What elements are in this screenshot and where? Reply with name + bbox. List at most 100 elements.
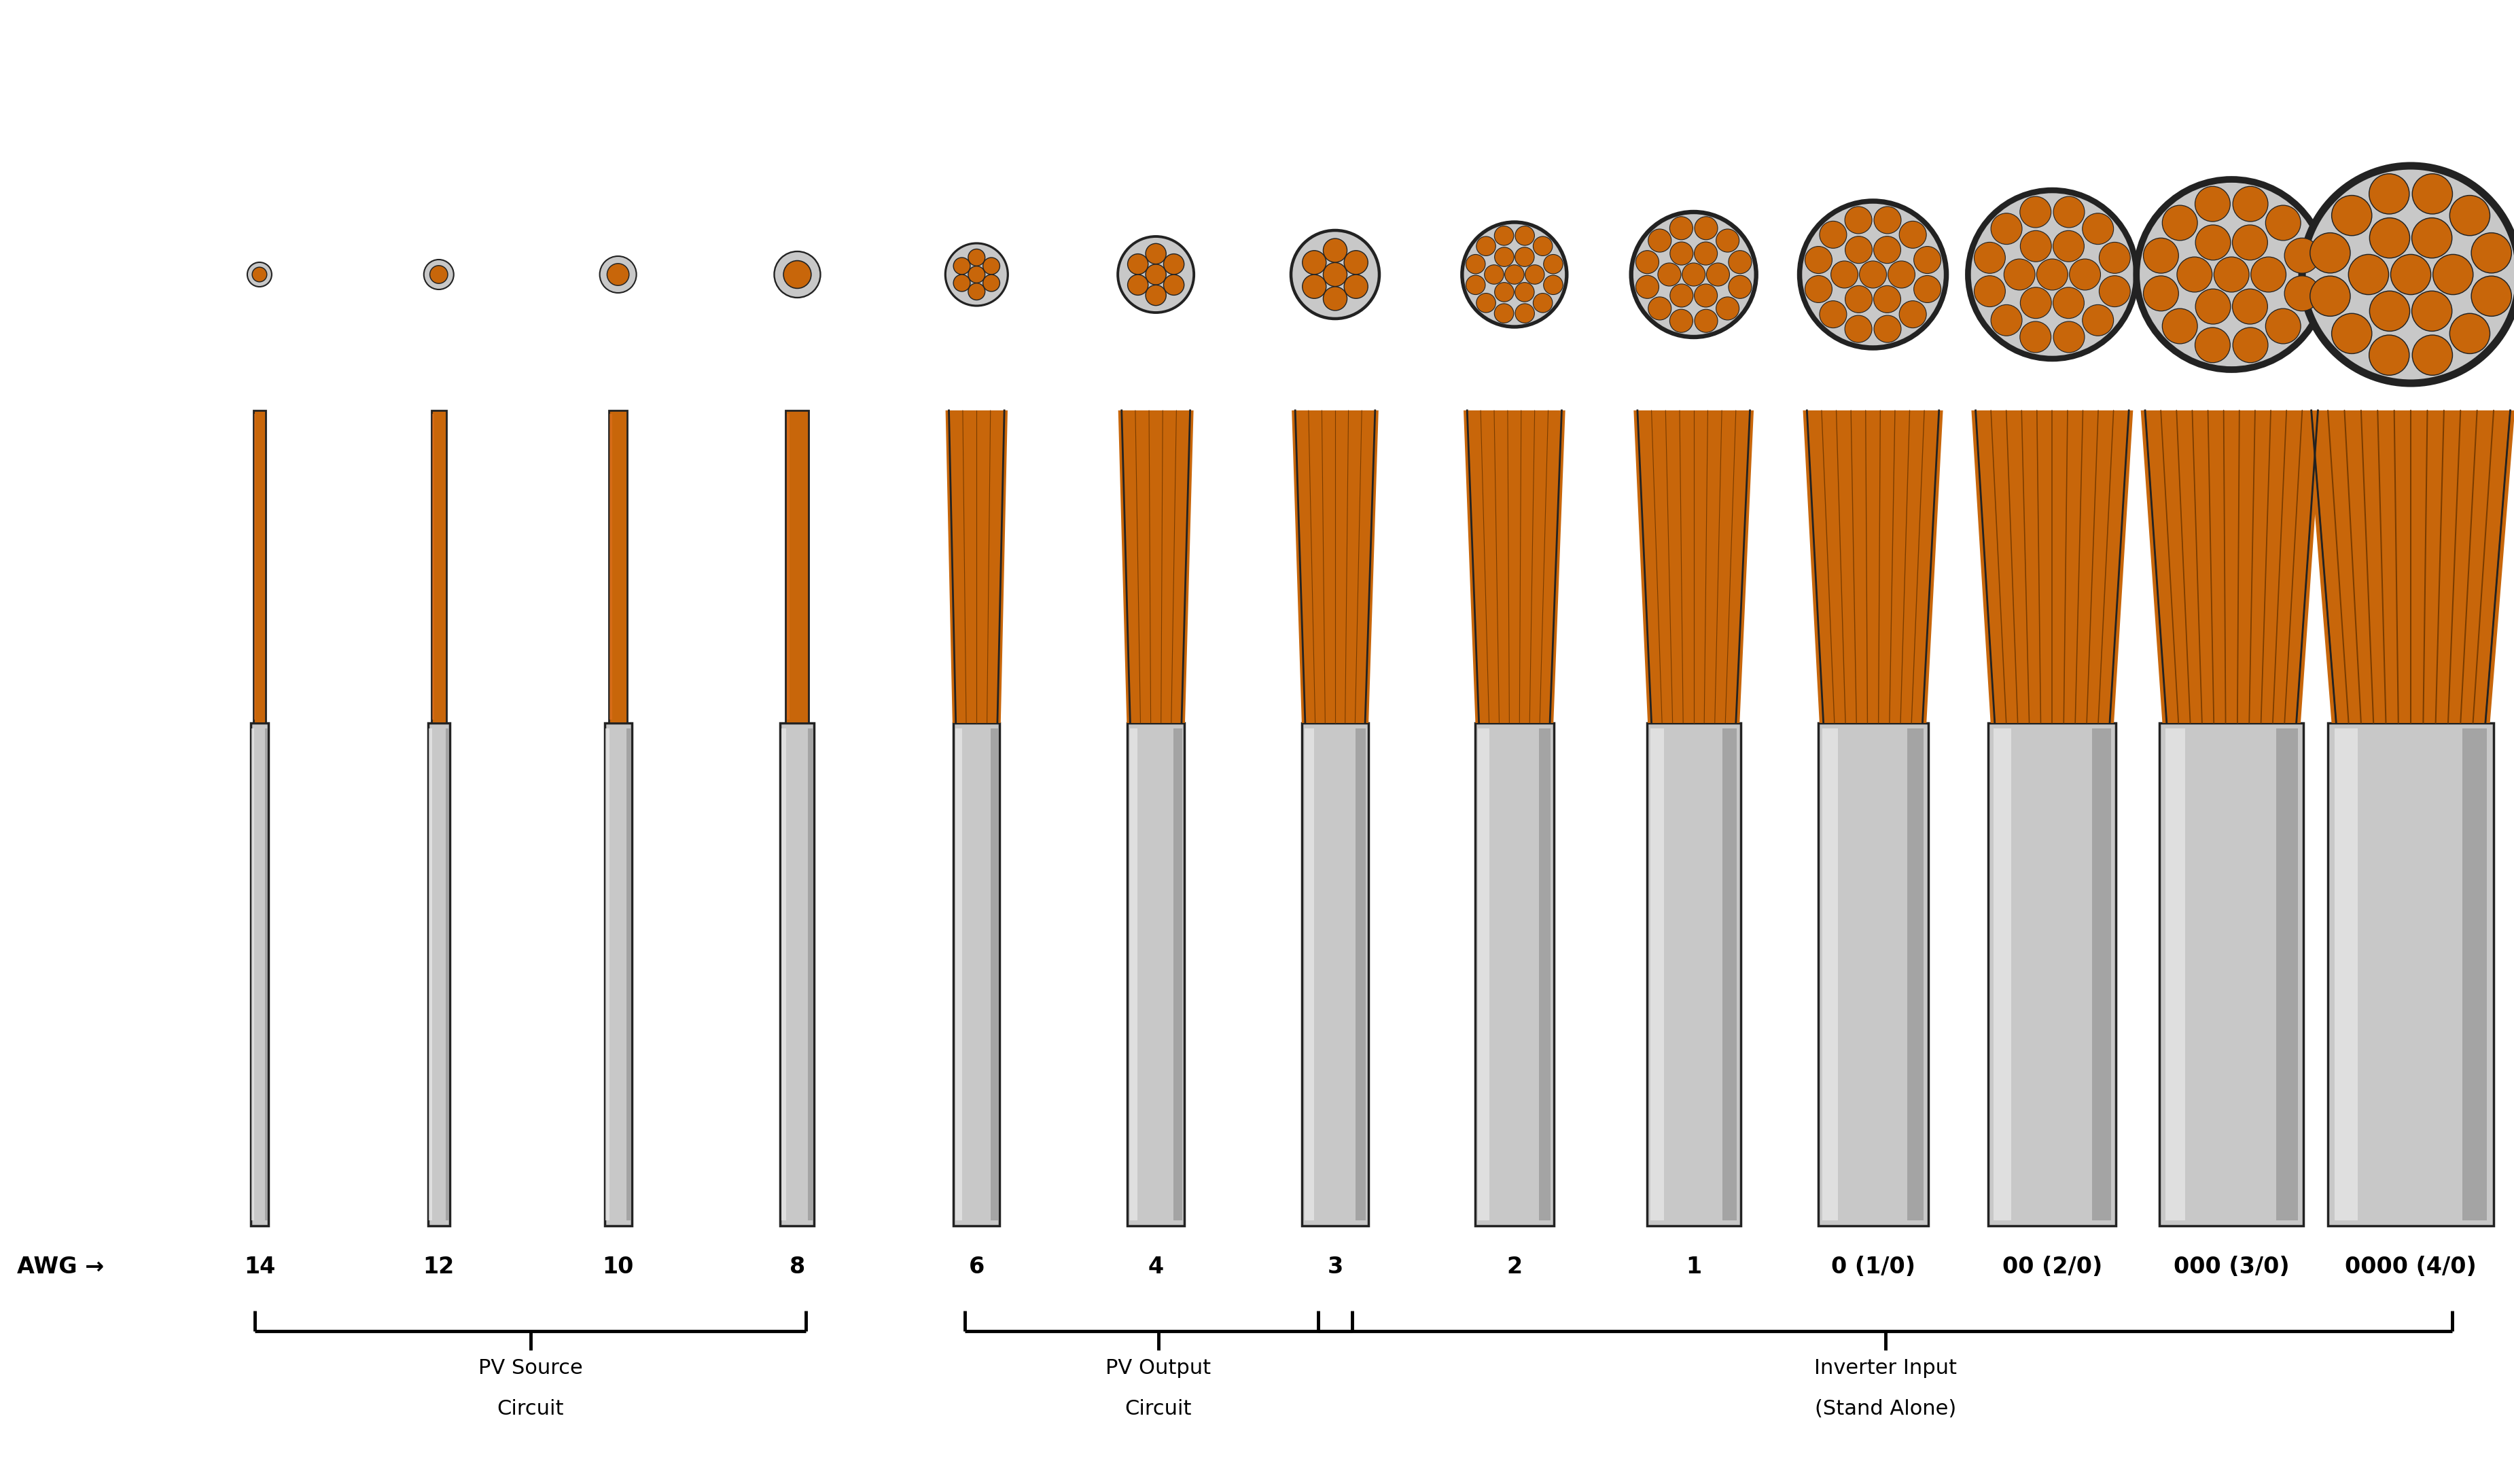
Polygon shape <box>1516 411 1523 723</box>
Circle shape <box>2162 309 2197 344</box>
Circle shape <box>2195 187 2230 221</box>
Polygon shape <box>1689 411 1697 723</box>
Polygon shape <box>1908 411 1928 723</box>
Polygon shape <box>1808 411 1938 723</box>
Bar <box>782 729 787 1220</box>
Circle shape <box>1637 251 1659 273</box>
Circle shape <box>1146 285 1166 306</box>
Circle shape <box>1845 316 1873 343</box>
Bar <box>1302 723 1368 1226</box>
Circle shape <box>2144 276 2180 312</box>
Circle shape <box>1516 282 1534 301</box>
Polygon shape <box>1863 411 1870 723</box>
Circle shape <box>251 267 266 282</box>
Circle shape <box>2021 288 2051 319</box>
Circle shape <box>1873 285 1901 313</box>
Polygon shape <box>2082 411 2102 723</box>
Circle shape <box>1669 283 1692 307</box>
Circle shape <box>1493 304 1513 324</box>
Text: Circuit: Circuit <box>498 1399 563 1419</box>
Circle shape <box>1164 254 1184 275</box>
Circle shape <box>425 260 453 289</box>
Circle shape <box>2471 276 2511 316</box>
Polygon shape <box>1353 411 1365 723</box>
Circle shape <box>1119 236 1194 313</box>
Polygon shape <box>2001 411 2021 723</box>
Circle shape <box>2449 313 2489 353</box>
Circle shape <box>2285 237 2320 273</box>
Polygon shape <box>2268 411 2290 723</box>
Polygon shape <box>1896 411 1913 723</box>
Circle shape <box>2232 328 2268 362</box>
Circle shape <box>1707 263 1730 286</box>
Polygon shape <box>1295 411 1375 723</box>
Circle shape <box>1968 190 2137 359</box>
Polygon shape <box>1634 411 1654 723</box>
Bar <box>432 411 445 723</box>
Text: 00 (2/0): 00 (2/0) <box>2001 1255 2102 1278</box>
Circle shape <box>1322 239 1348 263</box>
Circle shape <box>1302 275 1327 298</box>
Circle shape <box>430 266 447 283</box>
Circle shape <box>2250 257 2285 292</box>
Circle shape <box>1730 251 1752 273</box>
Polygon shape <box>1918 411 1943 723</box>
Bar <box>2165 729 2185 1220</box>
Circle shape <box>2371 218 2411 258</box>
Circle shape <box>968 283 985 300</box>
Circle shape <box>2162 205 2197 240</box>
Circle shape <box>1717 229 1740 252</box>
Circle shape <box>2036 258 2069 289</box>
Bar <box>445 729 450 1220</box>
Circle shape <box>1637 276 1659 298</box>
Circle shape <box>1632 212 1757 337</box>
Circle shape <box>1830 261 1858 288</box>
Polygon shape <box>1976 411 2129 723</box>
Polygon shape <box>1886 411 1898 723</box>
Polygon shape <box>2094 411 2117 723</box>
Circle shape <box>1898 301 1926 328</box>
Bar <box>953 723 1001 1226</box>
Polygon shape <box>1503 411 1513 723</box>
Circle shape <box>1682 263 1704 286</box>
Bar <box>430 729 432 1220</box>
Circle shape <box>2371 291 2411 331</box>
Circle shape <box>1649 297 1672 321</box>
Circle shape <box>1860 261 1886 288</box>
Circle shape <box>2232 226 2268 260</box>
Circle shape <box>1669 217 1692 240</box>
Polygon shape <box>1848 411 1860 723</box>
Text: 10: 10 <box>603 1255 634 1278</box>
Bar <box>608 411 628 723</box>
Polygon shape <box>1478 411 1493 723</box>
Circle shape <box>1820 301 1848 328</box>
Bar <box>779 723 815 1226</box>
Bar <box>787 414 789 720</box>
Polygon shape <box>1971 411 1999 723</box>
Circle shape <box>2054 196 2084 227</box>
Circle shape <box>2303 166 2514 383</box>
Circle shape <box>1694 242 1717 266</box>
Polygon shape <box>945 411 960 723</box>
Text: 6: 6 <box>968 1255 985 1278</box>
Circle shape <box>1466 275 1486 295</box>
Bar <box>2328 723 2494 1226</box>
Polygon shape <box>2391 411 2403 723</box>
Bar <box>1305 729 1315 1220</box>
Circle shape <box>953 258 970 275</box>
Circle shape <box>1146 264 1166 285</box>
Circle shape <box>1657 263 1682 286</box>
Polygon shape <box>1546 411 1566 723</box>
Polygon shape <box>2245 411 2260 723</box>
Circle shape <box>2471 233 2511 273</box>
Circle shape <box>2099 242 2129 273</box>
Polygon shape <box>1169 411 1179 723</box>
Circle shape <box>1463 223 1566 326</box>
Bar <box>1478 729 1488 1220</box>
Circle shape <box>1493 282 1513 301</box>
Circle shape <box>2285 276 2320 312</box>
Circle shape <box>1146 243 1166 264</box>
Polygon shape <box>1732 411 1755 723</box>
Circle shape <box>1873 206 1901 233</box>
Circle shape <box>2144 237 2180 273</box>
